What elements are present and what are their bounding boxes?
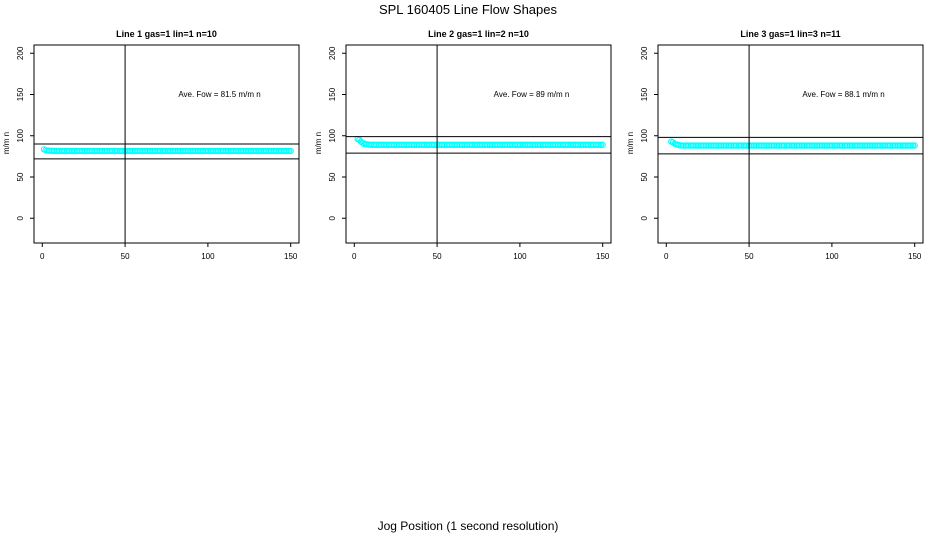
average-flow-annotation: Ave. Fow = 88.1 m/m n (802, 90, 884, 99)
y-tick-label: 150 (16, 87, 25, 101)
figure-x-axis-title: Jog Position (1 second resolution) (377, 519, 559, 533)
y-tick-label: 50 (328, 172, 337, 181)
y-tick-label: 150 (328, 87, 337, 101)
y-tick-label: 150 (640, 87, 649, 101)
data-point (911, 142, 918, 149)
y-tick-label: 50 (16, 172, 25, 181)
y-axis-title: m/m n (314, 132, 323, 154)
plot-frame (657, 44, 924, 244)
data-point (287, 147, 294, 155)
y-tick-label: 200 (640, 46, 649, 60)
panel-title: Line 2 gas=1 lin=2 n=10 (428, 29, 529, 39)
x-tick-label: 150 (596, 252, 610, 261)
x-tick-label: 0 (664, 252, 669, 261)
panel-title: Line 1 gas=1 lin=1 n=10 (116, 29, 217, 39)
y-tick-label: 200 (328, 46, 337, 60)
average-flow-annotation: Ave. Fow = 81.5 m/m n (178, 90, 260, 99)
average-flow-annotation: Ave. Fow = 89 m/m n (494, 90, 570, 99)
x-tick-label: 0 (40, 252, 45, 261)
y-axis-title: m/m n (2, 132, 11, 154)
x-tick-label: 150 (908, 252, 922, 261)
y-tick-label: 50 (640, 172, 649, 181)
y-tick-label: 100 (328, 129, 337, 143)
panel-1: Line 1 gas=1 lin=1 n=10 m/m n 0 50 100 150 0 50… (2, 29, 300, 261)
x-tick-label: 50 (121, 252, 130, 261)
y-tick-label: 0 (640, 215, 649, 220)
panel-title: Line 3 gas=1 lin=3 n=11 (740, 29, 840, 39)
y-tick-label: 0 (16, 215, 25, 220)
x-tick-label: 50 (745, 252, 754, 261)
plot-frame (345, 44, 612, 244)
y-tick-label: 200 (16, 46, 25, 60)
x-tick-label: 100 (513, 252, 527, 261)
data-point (599, 141, 606, 148)
data-series (354, 135, 606, 148)
y-axis-title: m/m n (626, 132, 635, 154)
data-series (40, 146, 294, 155)
x-tick-label: 150 (284, 252, 298, 261)
x-tick-label: 100 (201, 252, 215, 261)
panel-2: Line 2 gas=1 lin=2 n=10 m/m n 0 50 100 150 0 50… (314, 29, 612, 261)
x-tick-label: 100 (825, 252, 839, 261)
panel-3: Line 3 gas=1 lin=3 n=11 m/m n 0 50 100 150 0 50… (626, 29, 924, 261)
figure-title: SPL 160405 Line Flow Shapes (378, 2, 558, 17)
data-series (668, 138, 918, 149)
y-tick-label: 0 (328, 215, 337, 220)
x-tick-label: 50 (433, 252, 442, 261)
y-tick-label: 100 (640, 129, 649, 143)
x-tick-label: 0 (352, 252, 357, 261)
plot-frame (33, 44, 300, 244)
y-tick-label: 100 (16, 129, 25, 143)
